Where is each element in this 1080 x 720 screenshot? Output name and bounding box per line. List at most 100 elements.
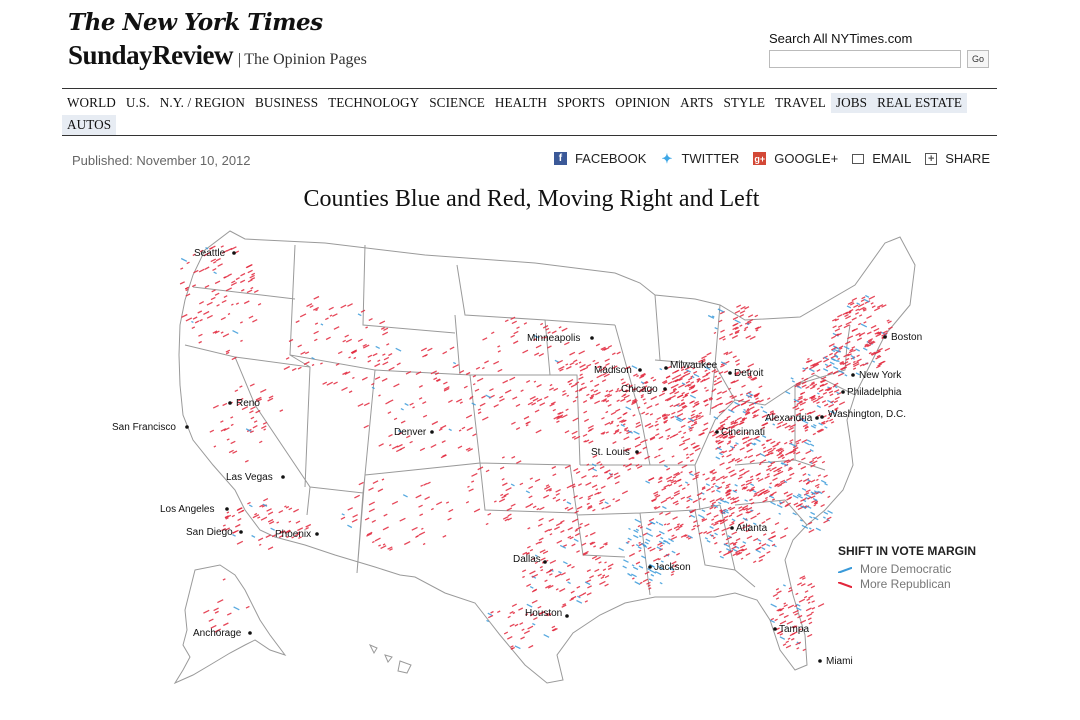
email-button[interactable]: EMAIL (852, 151, 911, 166)
shift-marker-republican (568, 382, 572, 386)
shift-marker-republican (725, 352, 729, 356)
nav-us[interactable]: U.S. (125, 95, 150, 110)
shift-marker-republican (230, 440, 236, 445)
shift-marker-republican (340, 304, 347, 309)
nav-ny-region[interactable]: N.Y. / REGION (159, 95, 246, 110)
shift-marker-republican (808, 621, 813, 625)
shift-marker-republican (712, 476, 716, 480)
shift-marker-republican (740, 402, 747, 406)
shift-marker-republican (472, 433, 477, 437)
shift-marker-democratic (716, 446, 722, 451)
shift-marker-republican (673, 433, 679, 437)
shift-marker-republican (754, 400, 760, 404)
shift-marker-republican (753, 537, 759, 542)
shift-marker-republican (798, 628, 802, 631)
shift-marker-republican (788, 466, 792, 470)
shift-marker-republican (249, 274, 255, 279)
shift-marker-republican (459, 370, 465, 374)
shift-marker-republican (226, 438, 230, 441)
shift-marker-republican (784, 527, 789, 531)
city-label: Seattle (194, 248, 226, 259)
share-button[interactable]: + SHARE (925, 151, 990, 166)
nav-autos[interactable]: AUTOS (62, 115, 117, 135)
google-plus-button[interactable]: g+ GOOGLE+ (753, 151, 838, 166)
shift-marker-republican (543, 494, 550, 499)
shift-marker-republican (581, 542, 587, 546)
shift-marker-republican (816, 401, 820, 404)
shift-marker-democratic (735, 442, 739, 445)
shift-marker-republican (670, 536, 678, 541)
shift-marker-republican (678, 378, 683, 382)
shift-marker-republican (810, 479, 816, 483)
shift-marker-republican (718, 433, 723, 437)
shift-marker-republican (313, 330, 319, 335)
shift-marker-democratic (805, 493, 812, 498)
shift-marker-republican (672, 516, 678, 520)
shift-marker-republican (212, 404, 219, 409)
nav-jobs[interactable]: JOBS (830, 93, 873, 113)
shift-marker-republican (730, 421, 737, 426)
shift-marker-republican (477, 466, 484, 471)
shift-marker-republican (622, 464, 626, 467)
nav-science[interactable]: SCIENCE (429, 95, 485, 110)
shift-marker-republican (763, 490, 770, 495)
shift-marker-republican (749, 498, 753, 502)
shift-marker-republican (443, 386, 450, 390)
shift-marker-republican (245, 264, 253, 269)
shift-marker-republican (833, 352, 837, 356)
nav-world[interactable]: WORLD (67, 95, 116, 110)
nyt-logo[interactable]: The New York Times (68, 9, 323, 36)
nav-health[interactable]: HEALTH (494, 95, 548, 110)
shift-marker-republican (351, 518, 358, 523)
city-label: San Diego (186, 527, 233, 538)
shift-marker-democratic (698, 514, 705, 519)
shift-marker-republican (730, 549, 734, 553)
nav-real-estate[interactable]: REAL ESTATE (872, 93, 968, 113)
legend-label-republican: More Republican (860, 577, 951, 591)
shift-marker-republican (628, 384, 633, 388)
shift-marker-republican (586, 592, 592, 596)
shift-marker-republican (806, 598, 811, 601)
shift-marker-republican (732, 552, 738, 557)
shift-marker-democratic (816, 405, 821, 409)
search-input[interactable] (769, 50, 961, 68)
shift-marker-democratic (718, 501, 722, 505)
shift-marker-republican (639, 387, 646, 392)
shift-marker-democratic (704, 366, 711, 371)
twitter-button[interactable]: ✦ TWITTER (660, 151, 740, 167)
shift-marker-republican (571, 430, 578, 435)
section-name[interactable]: SundayReview (68, 40, 234, 70)
shift-marker-republican (506, 507, 513, 512)
nav-opinion[interactable]: OPINION (615, 95, 671, 110)
shift-marker-republican (681, 404, 687, 408)
nav-style[interactable]: STYLE (723, 95, 765, 110)
shift-marker-democratic (658, 530, 665, 535)
shift-marker-democratic (649, 563, 655, 568)
shift-marker-republican (670, 479, 674, 482)
shift-marker-democratic (807, 473, 811, 477)
nav-business[interactable]: BUSINESS (255, 95, 319, 110)
shift-marker-republican (616, 351, 621, 355)
shift-marker-democratic (801, 487, 807, 491)
shift-marker-republican (834, 328, 841, 332)
shift-marker-republican (557, 412, 562, 415)
shift-marker-republican (839, 360, 844, 365)
shift-marker-republican (834, 370, 839, 374)
shift-marker-republican (498, 498, 506, 503)
nav-travel[interactable]: TRAVEL (775, 95, 826, 110)
shift-marker-republican (698, 417, 702, 420)
shift-marker-republican (211, 289, 216, 293)
shift-marker-democratic (486, 619, 490, 623)
nav-arts[interactable]: ARTS (680, 95, 714, 110)
facebook-button[interactable]: f FACEBOOK (553, 151, 646, 166)
shift-marker-republican (735, 537, 741, 542)
shift-marker-republican (367, 354, 373, 358)
nav-sports[interactable]: SPORTS (557, 95, 606, 110)
shift-marker-democratic (732, 489, 737, 493)
search-go-button[interactable]: Go (967, 50, 989, 68)
shift-marker-republican (499, 395, 504, 399)
nav-technology[interactable]: TECHNOLOGY (328, 95, 420, 110)
shift-marker-democratic (863, 298, 870, 303)
shift-marker-republican (564, 464, 571, 469)
section-subtitle[interactable]: The Opinion Pages (244, 51, 367, 68)
